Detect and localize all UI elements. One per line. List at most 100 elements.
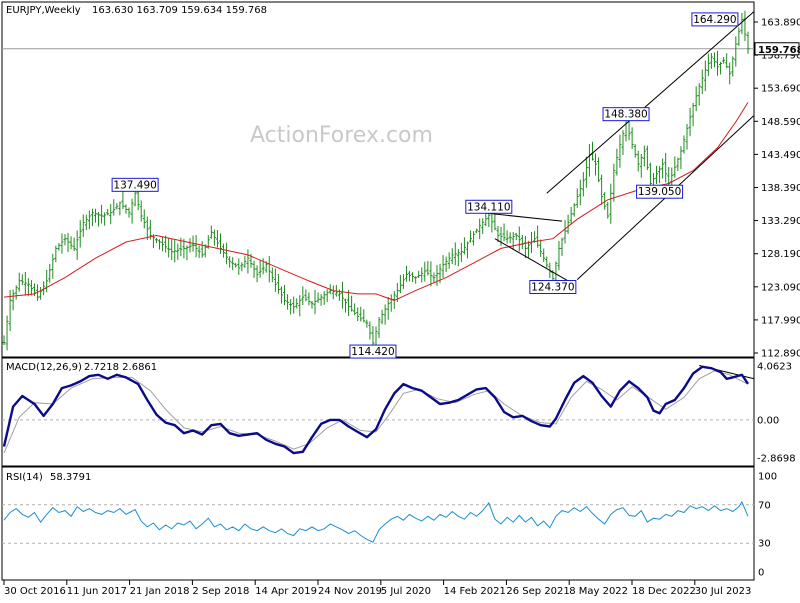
price-bar [636,150,640,172]
price-bar [533,231,537,243]
price-tick-label: 153.690 [761,84,800,95]
price-bar [597,157,601,183]
price-bar [161,237,165,252]
price-bar [633,144,637,158]
price-bar [465,241,469,259]
price-bar [347,289,351,316]
macd-values: 2.7218 2.6861 [84,362,157,373]
price-bar [17,272,21,292]
macd-series [2,365,749,455]
price-bar [383,304,387,325]
price-bar [432,272,436,283]
price-bar [97,211,101,227]
price-bar [417,270,421,279]
price-bar [356,307,360,321]
price-bar [740,12,744,35]
price-bar [584,156,588,188]
price-bar [289,299,293,315]
price-bar [158,239,162,250]
price-bar [26,278,30,297]
price-tick-label: 138.390 [761,183,800,194]
price-bar [78,220,82,248]
price-bar [66,232,70,252]
price-bar [502,223,506,242]
price-bar [411,272,415,282]
price-bar [87,210,91,230]
price-bar [401,274,405,289]
price-bar [69,236,73,250]
price-bar [60,233,64,254]
price-bar [493,212,497,231]
price-bar [542,248,546,263]
price-bar [54,245,58,263]
price-bar [514,232,518,241]
rsi-value: 58.3791 [50,472,91,483]
price-bar [728,62,732,85]
price-bar [307,292,311,306]
rsi-tick-label: 100 [758,472,777,483]
price-bar [511,232,515,250]
price-bar [154,237,158,244]
price-bar [142,209,146,229]
price-bar [581,172,585,197]
price-bar [188,238,192,253]
price-bar [386,296,390,320]
price-bar [301,286,305,306]
price-bar [472,231,476,246]
price-bar [450,248,454,265]
price-bar [218,233,222,254]
price-bar [100,204,104,224]
price-bar [319,294,323,306]
time-axis: 30 Oct 2016 11 Jun 2017 21 Jan 2018 2 Sep 2… [3,580,751,597]
price-bar [621,130,625,155]
annotation-label: 124.370 [531,281,574,293]
price-bar [313,289,317,315]
ohlc-values: 163.630 163.709 159.634 159.768 [92,5,267,16]
price-bar [237,258,241,275]
annotation-box [349,344,397,359]
price-bar [273,268,277,292]
price-bar [127,207,131,218]
price-bar [106,208,110,216]
price-annotation: 139.050 [636,184,684,199]
price-tick-label: 117.990 [761,315,800,326]
annotation-box [602,107,650,122]
price-trendline [494,238,569,282]
price-bar [526,240,530,258]
rsi-tick-label: 70 [758,500,771,511]
price-bar [447,252,451,269]
price-bar [404,265,408,282]
price-bar [408,270,412,282]
annotation-label: 137.490 [113,179,156,191]
price-bar [481,218,485,234]
time-tick-label: 2 Sep 2018 [192,586,249,597]
price-bar [48,263,52,283]
price-bar [359,306,363,322]
price-annotation: 124.370 [529,279,577,294]
price-bar [130,198,134,224]
price-bar [380,309,384,325]
price-annotations: 137.490 134.110 114.420 124.370 148.380 139.0… [111,12,739,359]
price-bar [423,261,427,282]
time-tick-label: 8 May 2022 [569,586,628,597]
price-bar [688,107,692,137]
price-bar [304,289,308,302]
price-bar [112,199,116,216]
price-annotation: 114.420 [349,344,397,359]
price-bar [377,317,381,339]
price-bar [124,204,128,214]
price-bar [685,123,689,150]
time-tick-label: 26 Sep 2021 [506,586,569,597]
price-bar [240,262,244,272]
price-bar [673,156,677,178]
price-bar [365,319,369,328]
price-bar [252,260,256,278]
price-bar [325,289,329,302]
price-bar [594,153,598,176]
annotation-label: 148.380 [604,109,647,121]
time-tick-label: 14 Apr 2019 [255,586,317,597]
price-bar [606,202,610,219]
price-bar [29,280,33,296]
price-bar [283,284,287,306]
price-bar [2,335,6,346]
